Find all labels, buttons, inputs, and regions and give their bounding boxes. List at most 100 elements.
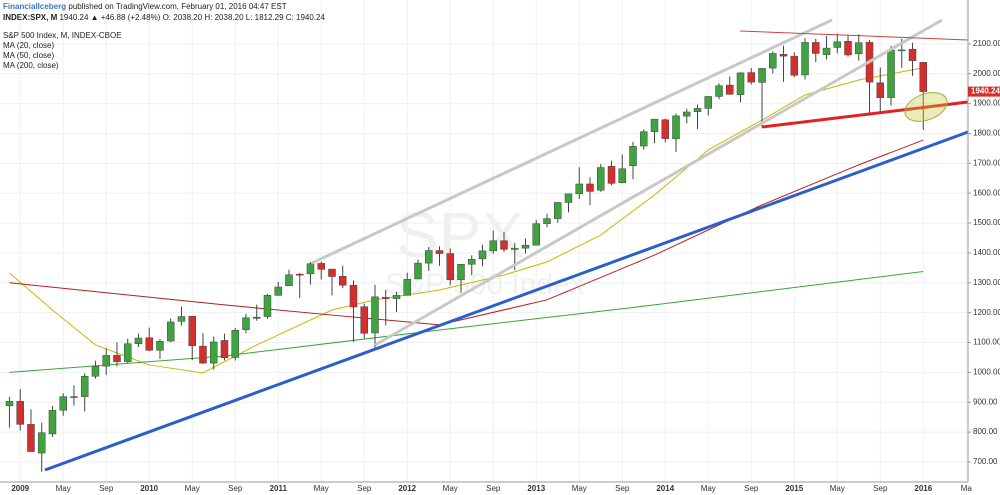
candle-body [424, 250, 433, 264]
candle-body [263, 295, 272, 317]
candle-body [478, 250, 487, 260]
candle-body [919, 62, 928, 92]
drawings [44, 18, 969, 472]
candle-body [521, 244, 530, 249]
resistance-line [739, 30, 969, 41]
candle-body [349, 284, 358, 308]
candle-body [779, 54, 788, 57]
candle-body [242, 317, 250, 330]
candle-body [489, 240, 497, 252]
candle-body [360, 306, 368, 334]
x-tick-label: May [701, 484, 716, 493]
y-tick-label: 1000.00 [973, 368, 1000, 377]
y-tick-label: 1600.00 [973, 188, 1000, 197]
y-tick-label: 2000.00 [973, 69, 1000, 78]
trend-line [44, 130, 969, 472]
candle-body [381, 297, 390, 299]
candle-body [618, 168, 627, 184]
candle-body [726, 84, 734, 95]
candle-body [543, 218, 551, 224]
x-tick-label: May [56, 484, 71, 493]
x-tick-label: May [314, 484, 329, 493]
candle-body [747, 72, 756, 83]
candle-body [693, 108, 702, 112]
candle-body [252, 316, 261, 319]
y-tick-label: 800.00 [973, 427, 998, 436]
y-tick-label: 1700.00 [973, 158, 1000, 167]
candle-body [392, 295, 401, 299]
candle-body [70, 396, 78, 398]
y-tick-label: 1200.00 [973, 308, 1000, 317]
candle-body [769, 53, 777, 69]
x-tick-label: Ma [961, 484, 973, 493]
candle-body [102, 355, 110, 367]
highlight-ellipse [904, 92, 948, 122]
candle-body [844, 40, 852, 56]
candle-body [435, 250, 444, 254]
candle-body [822, 47, 831, 55]
x-tick-label: 2012 [398, 484, 416, 493]
candle-body [188, 316, 196, 347]
y-tick-label: 1800.00 [973, 129, 1000, 138]
x-tick-label: Sep [486, 484, 501, 493]
moving-average [9, 67, 924, 374]
channel-upper [311, 18, 833, 265]
x-tick-label: Sep [357, 484, 372, 493]
candle-body [37, 432, 46, 454]
quote-line: INDEX:SPX, M 1940.24 ▲ +46.88 (+2.48%) O… [3, 13, 325, 23]
candle-body [91, 365, 100, 377]
candle-body [48, 410, 57, 435]
candle-body [554, 202, 562, 219]
axes: 700.00 800.00 900.00 1000.00 1100.00 1200.00 1… [11, 39, 1000, 493]
candle-body [123, 343, 132, 362]
candle-body [672, 115, 680, 140]
x-tick-label: 2009 [11, 484, 29, 493]
x-tick-label: 2015 [785, 484, 803, 493]
candle-body [338, 275, 347, 286]
y-tick-label: 1500.00 [973, 218, 1000, 227]
candle-body [661, 119, 670, 139]
candle-body [220, 340, 229, 359]
candle-body [704, 96, 713, 109]
candles [5, 33, 928, 472]
published-text: published on TradingView.com, February 0… [68, 2, 287, 11]
candle-body [510, 247, 519, 250]
candle-body [564, 193, 573, 203]
x-tick-label: 2013 [527, 484, 545, 493]
legend-ma200: MA (200, close) [3, 61, 59, 70]
quote: 1940.24 ▲ +46.88 (+2.48%) O: 2038.20 H: … [59, 13, 325, 22]
candle-body [145, 337, 153, 351]
last-price-box [968, 86, 1000, 97]
publisher[interactable]: FinancialIceberg [3, 2, 67, 11]
candle-body [715, 85, 723, 97]
candle-body [27, 424, 35, 452]
y-tick-label: 1300.00 [973, 278, 1000, 287]
y-tick-label: 1400.00 [973, 248, 1000, 257]
y-tick-label: 900.00 [973, 397, 998, 406]
x-tick-label: Sep [228, 484, 243, 493]
candle-body [898, 49, 906, 52]
candle-body [80, 376, 89, 397]
candle-body [274, 286, 282, 296]
candle-body [500, 240, 508, 250]
candle-body [908, 49, 917, 61]
candle-body [113, 355, 121, 362]
x-tick-label: 2010 [140, 484, 158, 493]
last-price-label: 1940.24 [971, 87, 1000, 96]
legend-ma20: MA (20, close) [3, 41, 55, 50]
x-tick-label: Sep [99, 484, 114, 493]
publish-line: FinancialIceberg published on TradingVie… [3, 2, 287, 12]
legend-ma50: MA (50, close) [3, 51, 55, 60]
candle-body [876, 82, 885, 98]
x-tick-label: Sep [615, 484, 630, 493]
x-tick-label: Sep [873, 484, 888, 493]
candle-body [306, 263, 315, 275]
candle-body [575, 183, 584, 195]
candle-body [855, 42, 863, 55]
candle-body [134, 337, 143, 344]
candle-body [640, 131, 648, 147]
candle-body [317, 263, 325, 270]
y-tick-label: 1100.00 [973, 338, 1000, 347]
candle-body [683, 111, 691, 117]
candle-body [231, 330, 239, 358]
